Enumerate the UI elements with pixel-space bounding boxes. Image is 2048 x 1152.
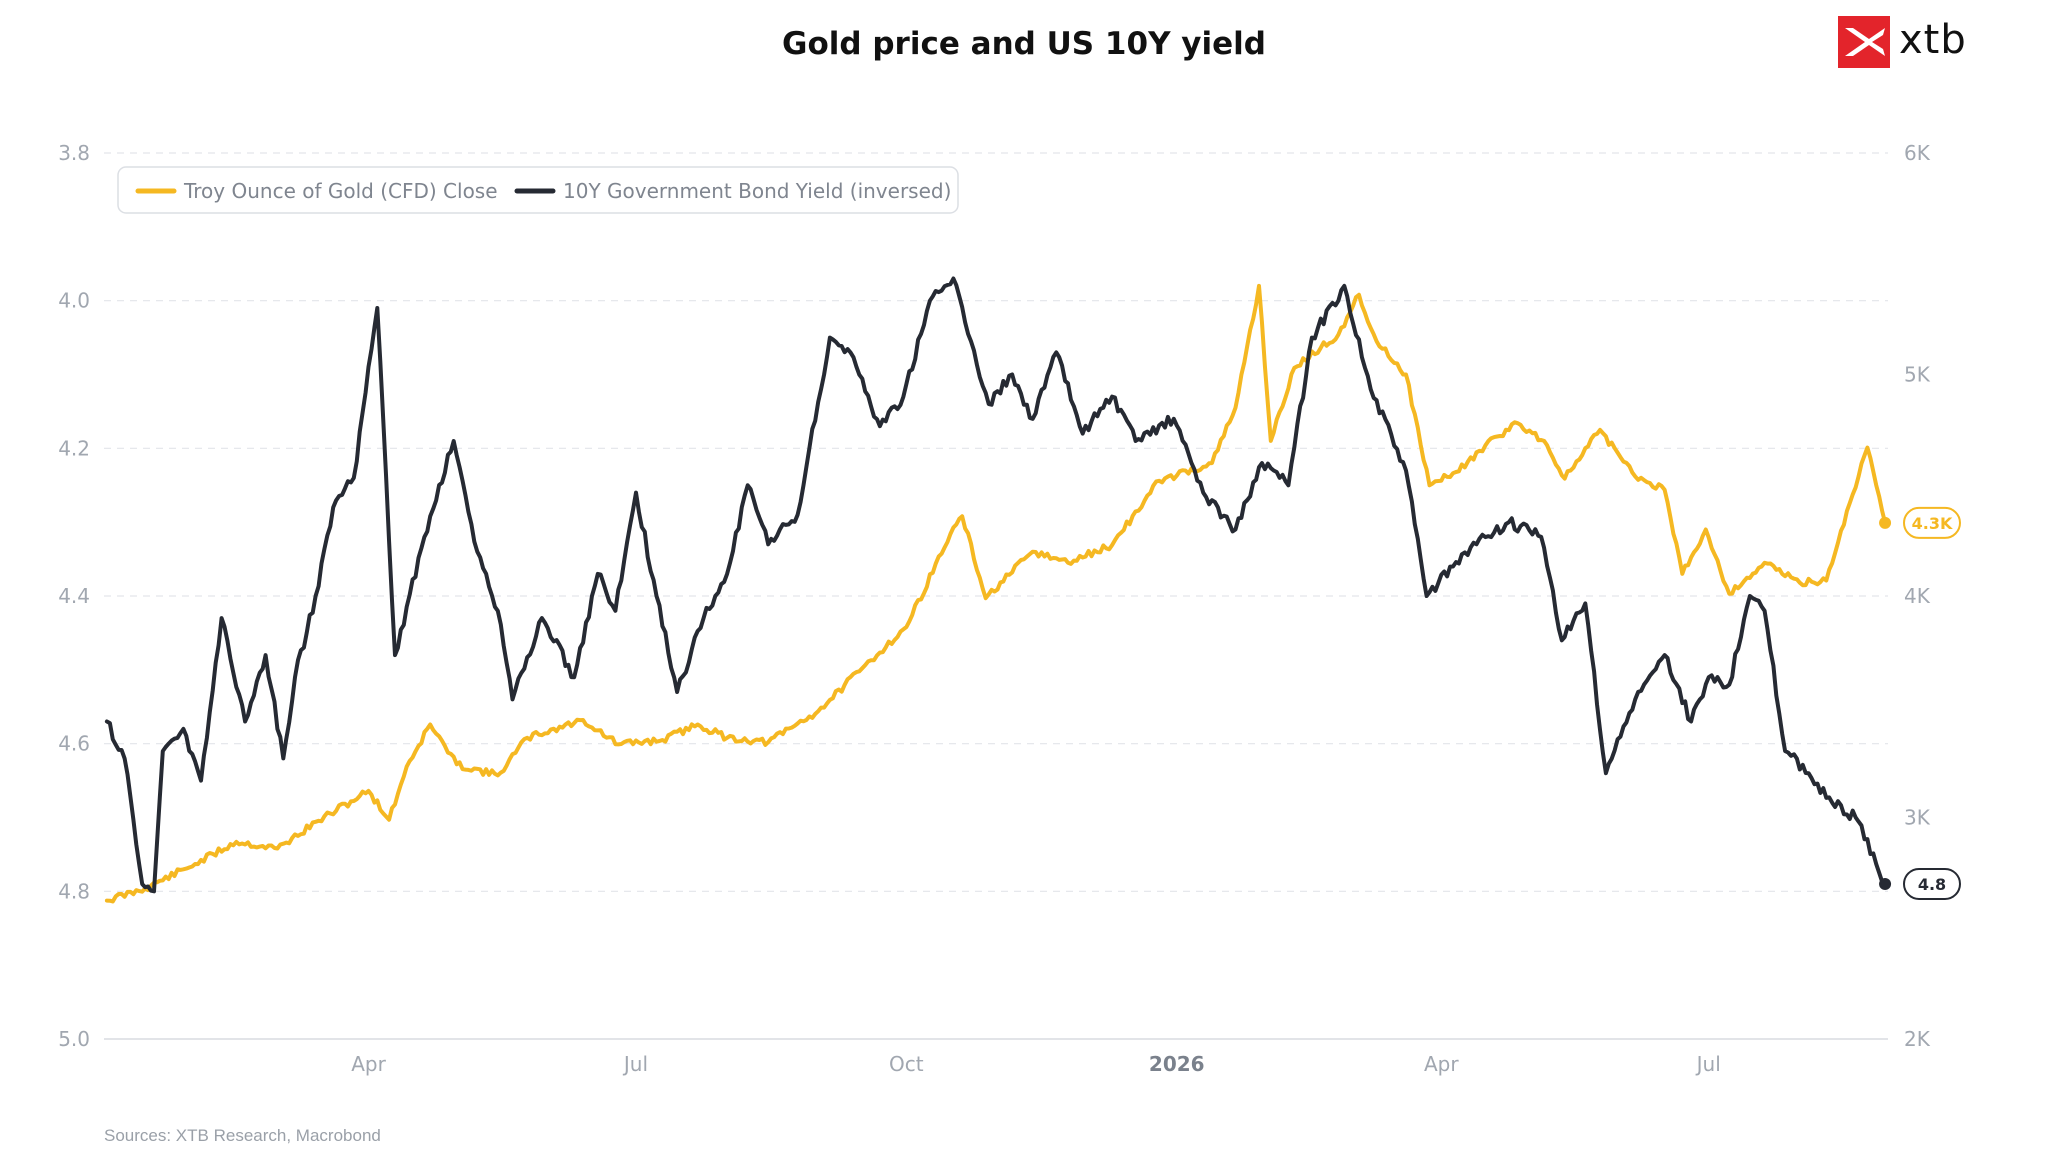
gold-end-badge [1903,506,1961,539]
left-tick-label: 4.8 [58,879,90,903]
x-axis: Apr Jul Oct 2026 Apr Jul [351,1052,1721,1076]
yield-line [104,276,1888,894]
xtb-logo-mark-icon [1838,16,1890,68]
left-tick-label: 4.2 [58,436,90,460]
series [104,276,1888,904]
right-tick-label: 6K [1904,141,1931,165]
end-labels: 4.3K 4.8 [1879,506,1961,900]
x-tick-label: 2026 [1149,1052,1205,1076]
left-tick-label: 4.6 [58,732,90,756]
left-tick-label: 4.4 [58,584,90,608]
right-tick-label: 5K [1904,363,1931,387]
x-tick-label: Jul [1695,1052,1721,1076]
x-tick-label: Jul [622,1052,648,1076]
right-tick-label: 4K [1904,584,1931,608]
left-axis: 3.8 4.0 4.2 4.4 4.6 4.8 5.0 [58,141,90,1051]
gold-end-dot [1879,516,1892,529]
right-tick-label: 2K [1904,1027,1931,1051]
grid [104,152,1888,1040]
left-tick-label: 5.0 [58,1027,90,1051]
x-tick-label: Apr [1424,1052,1459,1076]
yield-end-badge [1903,867,1961,900]
x-tick-label: Oct [889,1052,924,1076]
legend-label-gold: Troy Ounce of Gold (CFD) Close [183,179,498,203]
left-tick-label: 3.8 [58,141,90,165]
left-tick-label: 4.0 [58,289,90,313]
legend: Troy Ounce of Gold (CFD) Close 10Y Gover… [117,166,959,214]
right-tick-label: 3K [1904,806,1931,830]
chart-title: Gold price and US 10Y yield [782,26,1266,62]
source-note: Sources: XTB Research, Macrobond [104,1126,381,1145]
yield-end-label: 4.8 [1918,875,1946,894]
gold-end-label: 4.3K [1912,514,1953,533]
gold-price-line [104,283,1888,904]
right-axis: 2K 3K 4K 5K 6K [1904,141,1931,1051]
legend-label-yield: 10Y Government Bond Yield (inversed) [563,179,951,203]
xtb-logo: xtb [1838,16,1988,68]
x-tick-label: Apr [351,1052,386,1076]
yield-end-dot [1879,877,1892,890]
xtb-logo-text: xtb [1899,17,1967,63]
